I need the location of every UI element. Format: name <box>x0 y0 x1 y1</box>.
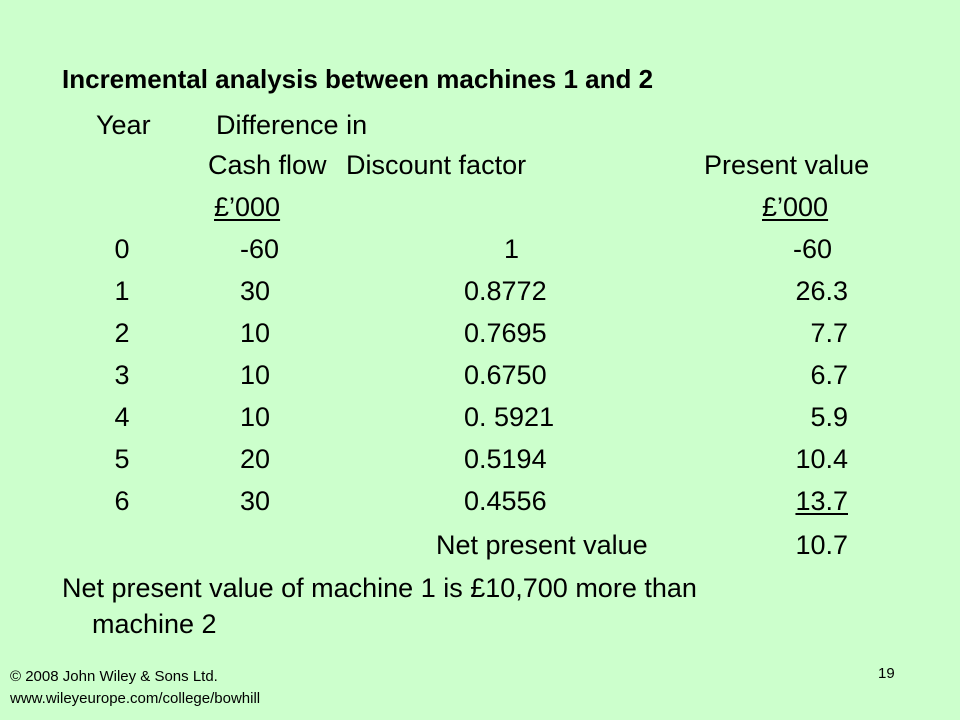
conclusion: Net present value of machine 1 is £10,70… <box>62 570 902 642</box>
header-present-value: Present value <box>704 150 870 180</box>
discount-factor-cell: 1 <box>504 234 520 264</box>
year-cell: 3 <box>114 360 130 390</box>
slide-title: Incremental analysis between machines 1 … <box>62 64 654 94</box>
present-value-cell: 10.4 <box>795 444 848 474</box>
cash-flow-cell: 30 <box>240 276 271 306</box>
year-cell: 5 <box>114 444 130 474</box>
npv-label: Net present value <box>436 530 648 560</box>
npv-value: 10.7 <box>795 530 848 560</box>
cash-flow-cell: 10 <box>240 402 271 432</box>
cash-flow-cell: 10 <box>240 318 271 348</box>
present-value-cell: 13.7 <box>795 486 848 516</box>
year-cell: 6 <box>114 486 130 516</box>
year-cell: 4 <box>114 402 130 432</box>
header-cash-flow-unit: £’000 <box>214 192 281 222</box>
header-cash-flow: Cash flow <box>208 150 327 180</box>
footer-url: www.wileyeurope.com/college/bowhill <box>10 690 261 707</box>
conclusion-line-1: Net present value of machine 1 is £10,70… <box>62 573 697 603</box>
header-present-value-unit: £’000 <box>762 192 829 222</box>
cash-flow-cell: 20 <box>240 444 271 474</box>
present-value-cell: 6.7 <box>810 360 848 390</box>
header-year: Year <box>96 110 151 140</box>
present-value-cell: 7.7 <box>810 318 848 348</box>
discount-factor-cell: 0.6750 <box>464 360 547 390</box>
page-number: 19 <box>878 665 895 682</box>
present-value-cell: -60 <box>792 234 832 264</box>
header-difference-in: Difference in <box>216 110 368 140</box>
year-cell: 2 <box>114 318 130 348</box>
discount-factor-cell: 0.4556 <box>464 486 547 516</box>
discount-factor-cell: 0. 5921 <box>464 402 555 432</box>
year-cell: 1 <box>114 276 130 306</box>
discount-factor-cell: 0.7695 <box>464 318 547 348</box>
header-discount-factor: Discount factor <box>346 150 527 180</box>
cash-flow-cell: 30 <box>240 486 271 516</box>
cash-flow-cell: -60 <box>240 234 280 264</box>
copyright-text: © 2008 John Wiley & Sons Ltd. <box>10 668 218 685</box>
year-cell: 0 <box>114 234 130 264</box>
present-value-cell: 5.9 <box>810 402 848 432</box>
conclusion-line-2: machine 2 <box>92 609 217 639</box>
discount-factor-cell: 0.5194 <box>464 444 547 474</box>
cash-flow-cell: 10 <box>240 360 271 390</box>
present-value-cell: 26.3 <box>795 276 848 306</box>
discount-factor-cell: 0.8772 <box>464 276 547 306</box>
